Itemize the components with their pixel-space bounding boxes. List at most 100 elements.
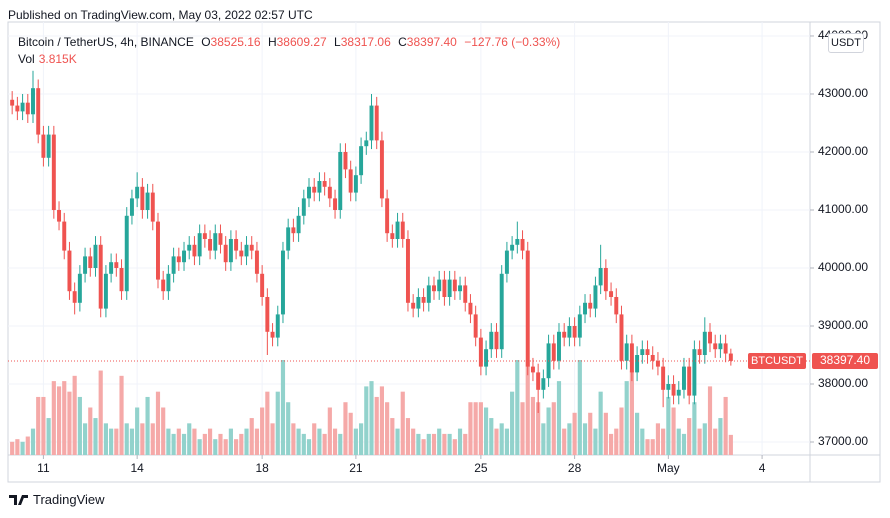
- candle-body: [442, 279, 447, 297]
- candle-body: [213, 233, 218, 251]
- volume-bar: [473, 402, 478, 455]
- candle-body: [650, 355, 655, 361]
- volume-bar: [379, 386, 385, 455]
- y-tick-label: 42000.00: [818, 144, 868, 158]
- currency-button[interactable]: USDT: [828, 33, 864, 53]
- volume-bar: [681, 433, 687, 455]
- volume-bar: [20, 441, 25, 455]
- last-price-label: 38397.40: [820, 353, 870, 367]
- volume-bar: [702, 423, 707, 455]
- candle-body: [614, 296, 619, 315]
- candle-body: [10, 99, 15, 106]
- volume-bar: [166, 428, 171, 455]
- candle-body: [536, 372, 541, 390]
- volume-bar: [525, 360, 530, 455]
- candle-body: [572, 325, 577, 338]
- volume-bar: [645, 439, 650, 455]
- volume-bar: [593, 428, 598, 455]
- x-tick-label: 18: [255, 461, 269, 475]
- candle-body: [666, 384, 671, 390]
- volume-bar: [145, 396, 150, 455]
- plot-frame: [7, 21, 881, 483]
- legend-prefix: Vol: [18, 52, 35, 66]
- volume-bar: [202, 433, 207, 455]
- y-tick-label: 43000.00: [818, 86, 868, 100]
- candle-body: [161, 279, 166, 292]
- candle-body: [135, 186, 140, 199]
- candle-body: [676, 389, 681, 396]
- candle-body: [692, 349, 697, 396]
- candle-body: [687, 366, 692, 396]
- volume-bar: [567, 423, 572, 455]
- volume-bar: [499, 423, 504, 455]
- legend-prefix: H: [267, 35, 277, 49]
- candle-body: [182, 250, 187, 263]
- volume-bar: [614, 428, 619, 455]
- legend-value: 38317.06: [340, 35, 391, 49]
- volume-bar: [249, 418, 254, 455]
- candle-body: [327, 186, 332, 199]
- volume-bar: [207, 428, 213, 455]
- volume-bar: [661, 428, 666, 455]
- candle-body: [702, 331, 707, 356]
- volume-bar: [655, 423, 661, 455]
- volume-bar: [463, 433, 468, 455]
- candle-body: [473, 314, 478, 338]
- volume-bar: [353, 428, 358, 455]
- candle-body: [124, 215, 129, 292]
- volume-bar: [181, 433, 187, 455]
- volume-bar: [577, 360, 582, 455]
- volume-bar: [619, 407, 624, 455]
- volume-bar: [603, 412, 608, 455]
- candle-body: [254, 250, 259, 274]
- candle-body: [103, 273, 108, 309]
- volume-bar: [666, 396, 671, 455]
- candle-body: [577, 314, 582, 338]
- candle-body: [489, 331, 494, 350]
- candle-body: [468, 302, 473, 315]
- volume-bar: [723, 396, 728, 455]
- volume-bar: [676, 428, 681, 455]
- candle-body: [551, 343, 556, 361]
- volume-bar: [468, 402, 473, 455]
- candle-body: [499, 273, 504, 350]
- candle-body: [520, 238, 525, 251]
- candle-body: [353, 175, 358, 193]
- footer: TradingView: [8, 492, 105, 507]
- candle-body: [437, 279, 442, 292]
- candle-body: [57, 209, 62, 222]
- candle-body: [348, 169, 353, 193]
- volume-bar: [707, 386, 713, 455]
- volume-bar: [218, 433, 223, 455]
- symbol-label: BTCUSDT: [751, 355, 803, 367]
- volume-bar: [270, 423, 275, 455]
- volume-bar: [192, 428, 197, 455]
- volume-bar: [447, 433, 452, 455]
- y-tick-label: 38000.00: [818, 376, 868, 390]
- volume-bar: [364, 386, 369, 455]
- volume-bar: [197, 439, 202, 455]
- volume-bar: [176, 428, 181, 455]
- candle-body: [223, 244, 228, 263]
- volume-bar: [114, 428, 119, 455]
- volume-bar: [536, 402, 541, 455]
- volume-bar: [483, 407, 489, 455]
- volume-bar: [228, 428, 233, 455]
- volume-bar: [692, 402, 697, 455]
- candle-body: [567, 325, 572, 338]
- candle-body: [317, 180, 322, 193]
- volume-bar: [541, 423, 546, 455]
- candle-body: [718, 343, 723, 350]
- volume-bar: [327, 407, 332, 455]
- volume-bar: [348, 412, 353, 455]
- volume-bar: [306, 439, 312, 455]
- candle-body: [504, 250, 509, 274]
- volume-bar: [296, 428, 301, 455]
- volume-bar: [530, 396, 536, 455]
- candle-body: [411, 302, 416, 309]
- candle-body: [275, 314, 280, 338]
- brand-logo: [9, 494, 28, 505]
- volume-bar: [582, 423, 588, 455]
- x-tick-label: 25: [474, 461, 488, 475]
